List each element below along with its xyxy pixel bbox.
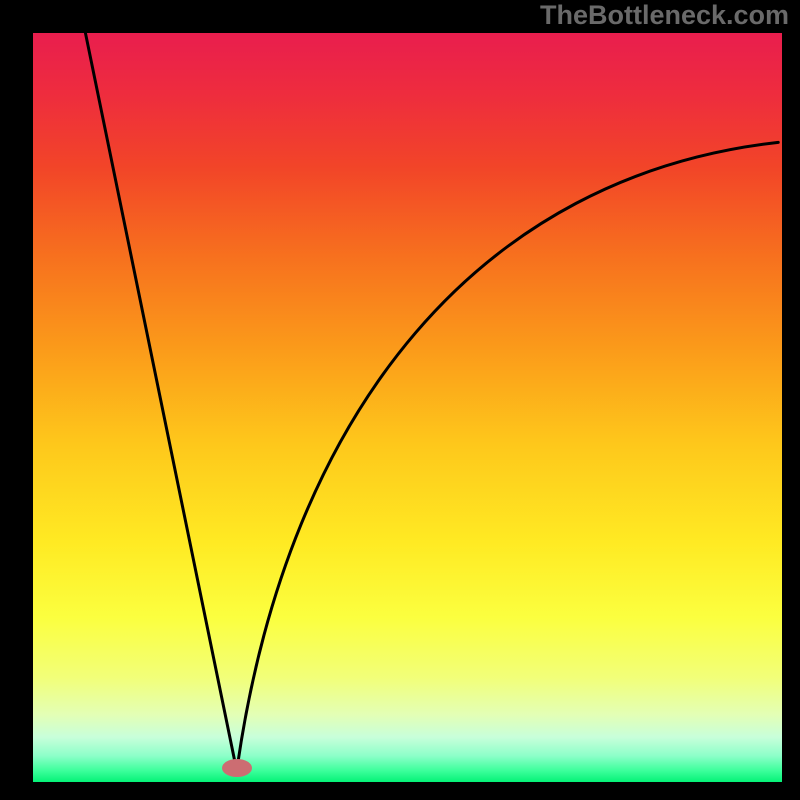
chart-canvas: TheBottleneck.com bbox=[0, 0, 800, 800]
watermark-text: TheBottleneck.com bbox=[540, 0, 789, 31]
curve-layer bbox=[33, 33, 782, 782]
optimum-marker bbox=[222, 759, 252, 777]
plot-area bbox=[33, 33, 782, 782]
